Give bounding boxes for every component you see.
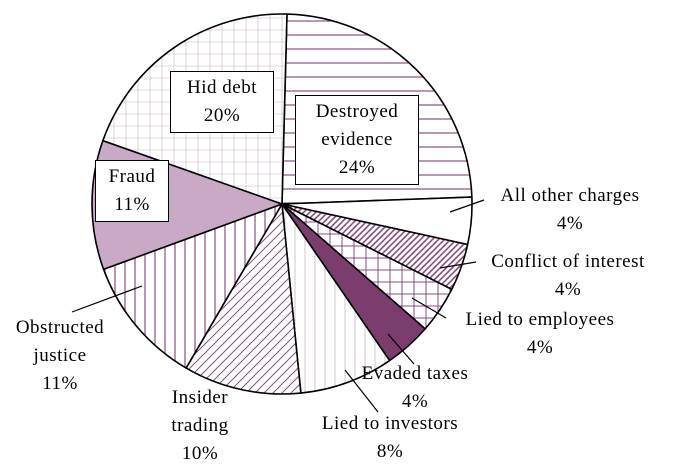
category-label: Fraud (108, 166, 156, 187)
slice-label: Hid debt 20% (170, 71, 274, 133)
value-label: 4% (554, 279, 582, 300)
slice-label: Insider trading 10% (154, 384, 246, 468)
category-label: All other charges (500, 185, 640, 206)
slice-label: Fraud 11% (95, 160, 169, 222)
value-label: 4% (526, 337, 554, 358)
slice-label: Lied to investors 8% (290, 410, 490, 466)
value-label: 24% (338, 157, 376, 178)
slice-label: Evaded taxes 4% (335, 360, 495, 416)
value-label: 11% (114, 194, 150, 215)
slice-label: Lied to employees 4% (435, 306, 645, 362)
value-label: 10% (181, 443, 219, 464)
value-label: 20% (203, 105, 241, 126)
leader-line (71, 285, 143, 313)
value-label: 8% (376, 441, 404, 462)
category-label: Conflict of interest (491, 251, 645, 272)
category-label: Evaded taxes (361, 363, 469, 384)
pie-slice (102, 203, 283, 369)
leader-line (449, 199, 485, 213)
category-label: Lied to employees (465, 309, 615, 330)
leader-line (387, 333, 415, 365)
category-label: Insider trading (171, 387, 229, 436)
slice-label: Destroyed evidence 24% (295, 95, 419, 185)
category-label: Destroyed evidence (315, 101, 399, 150)
pie-slice (281, 203, 391, 394)
leader-line (344, 369, 379, 413)
value-label: 4% (401, 391, 429, 412)
slice-label: Obstructed justice 11% (4, 314, 116, 398)
leader-line (411, 297, 447, 319)
value-label: 11% (42, 373, 78, 394)
value-label: 4% (556, 213, 584, 234)
leader-line (439, 261, 477, 269)
slice-label: All other charges 4% (470, 182, 670, 238)
category-label: Hid debt (187, 77, 257, 98)
slice-label: Conflict of interest 4% (468, 248, 668, 304)
pie-slice (185, 203, 302, 395)
category-label: Lied to investors (321, 413, 459, 434)
category-label: Obstructed justice (15, 317, 105, 366)
